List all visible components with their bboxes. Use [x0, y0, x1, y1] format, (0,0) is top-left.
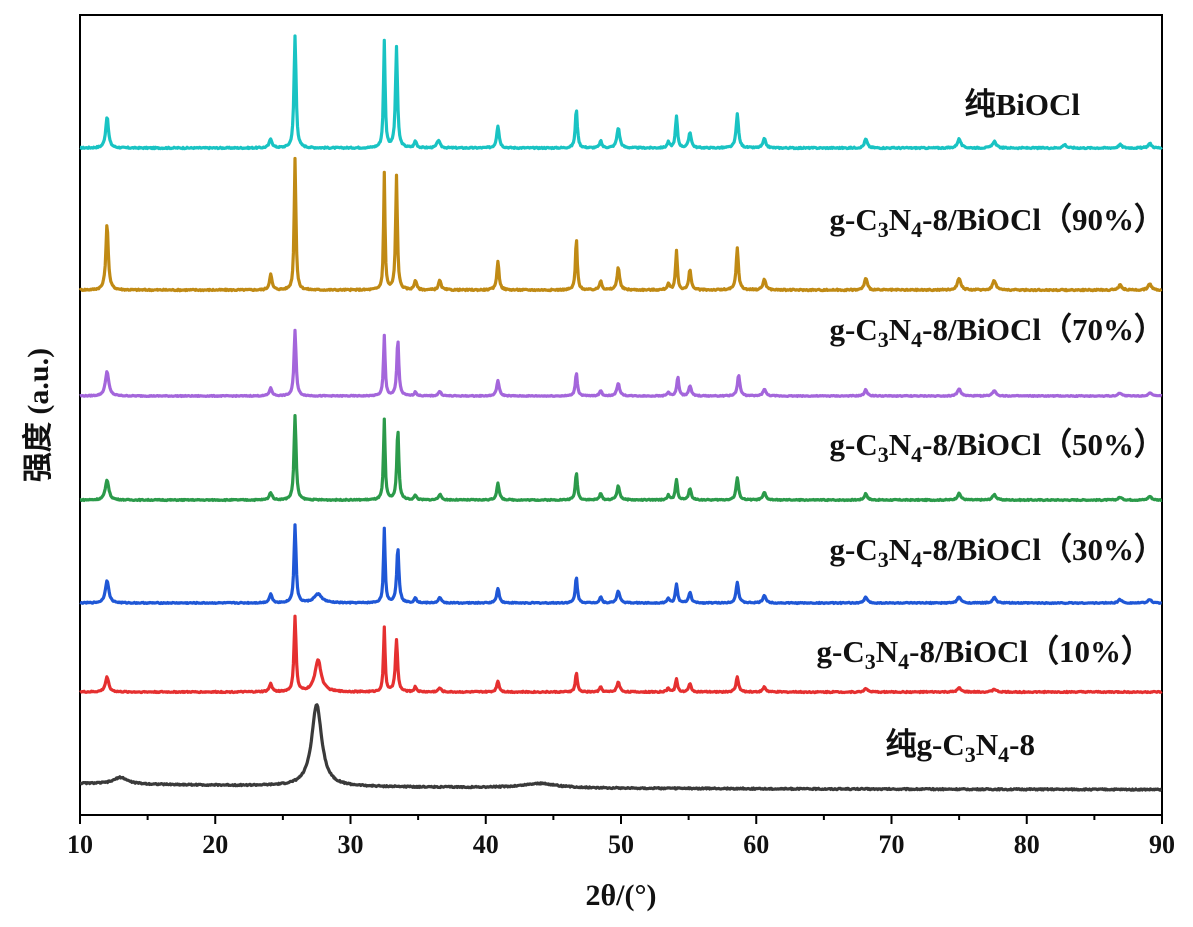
series-line: [79, 703, 1163, 792]
series-line: [79, 414, 1163, 503]
series-line: [78, 156, 1163, 293]
series-label: g-C3N4-8/BiOCl（50%）: [830, 427, 1165, 467]
x-tick-label: 10: [67, 830, 93, 859]
label-text: 纯g-C: [886, 727, 965, 762]
series-line: [79, 328, 1163, 398]
label-text: N: [889, 427, 911, 462]
x-axis-ticks: 10 20 30 40 50 60 70 80 90: [67, 815, 1175, 859]
label-text: N: [889, 532, 911, 567]
series-label: g-C3N4-8/BiOCl（70%）: [830, 312, 1165, 352]
label-text: -8/BiOCl（50%）: [922, 427, 1165, 462]
label-subscript: 3: [865, 649, 876, 674]
label-text: g-C: [817, 634, 865, 669]
series-label: g-C3N4-8/BiOCl（10%）: [817, 634, 1152, 674]
label-subscript: 3: [878, 547, 889, 572]
series-label: g-C3N4-8/BiOCl（30%）: [830, 532, 1165, 572]
label-subscript: 4: [911, 217, 922, 242]
x-tick-label: 80: [1014, 830, 1040, 859]
label-text: -8/BiOCl（30%）: [922, 532, 1165, 567]
y-axis-title: 强度 (a.u.): [22, 348, 55, 482]
label-subscript: 3: [965, 742, 976, 767]
label-text: -8/BiOCl（10%）: [909, 634, 1152, 669]
x-tick-label: 20: [202, 830, 228, 859]
series-labels: 纯BiOClg-C3N4-8/BiOCl（90%）g-C3N4-8/BiOCl（…: [817, 87, 1165, 767]
x-tick-label: 40: [473, 830, 499, 859]
label-text: N: [889, 312, 911, 347]
label-subscript: 3: [878, 442, 889, 467]
label-text: -8/BiOCl（90%）: [922, 202, 1165, 237]
label-subscript: 4: [898, 649, 909, 674]
label-text: g-C: [830, 427, 878, 462]
x-tick-label: 60: [743, 830, 769, 859]
label-subscript: 4: [911, 327, 922, 352]
series-line: [79, 34, 1163, 151]
label-text: 纯BiOCl: [965, 87, 1081, 122]
label-text: -8: [1009, 727, 1035, 762]
series-line: [79, 614, 1163, 695]
x-tick-label: 50: [608, 830, 634, 859]
label-subscript: 4: [911, 442, 922, 467]
label-subscript: 4: [998, 742, 1009, 767]
x-axis-title: 2θ/(°): [586, 879, 657, 912]
label-text: g-C: [830, 532, 878, 567]
label-subscript: 3: [878, 217, 889, 242]
series-label: g-C3N4-8/BiOCl（90%）: [830, 202, 1165, 242]
label-subscript: 3: [878, 327, 889, 352]
label-text: N: [876, 634, 898, 669]
label-subscript: 4: [911, 547, 922, 572]
label-text: g-C: [830, 312, 878, 347]
label-text: g-C: [830, 202, 878, 237]
series-line: [79, 523, 1163, 606]
label-text: N: [889, 202, 911, 237]
x-tick-label: 90: [1149, 830, 1175, 859]
series-label: 纯BiOCl: [965, 87, 1081, 122]
x-tick-label: 30: [338, 830, 364, 859]
series-label: 纯g-C3N4-8: [886, 727, 1035, 767]
series-layer: [78, 34, 1163, 792]
x-tick-label: 70: [879, 830, 905, 859]
label-text: N: [976, 727, 998, 762]
label-text: -8/BiOCl（70%）: [922, 312, 1165, 347]
